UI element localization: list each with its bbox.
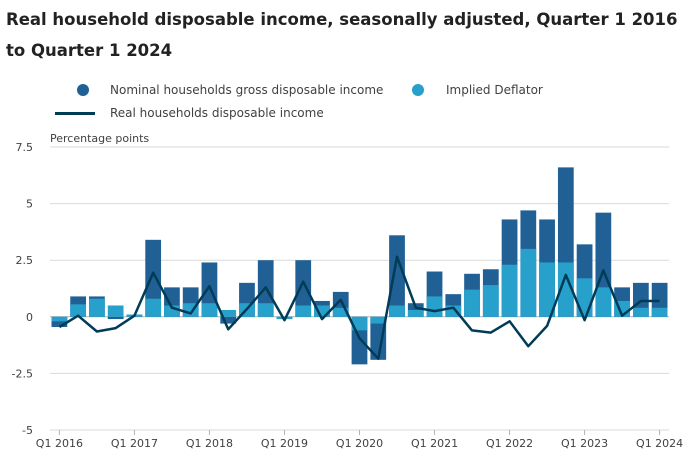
legend-real-swatch [55, 112, 95, 115]
bar-deflator [332, 307, 349, 317]
bar-deflator [314, 305, 330, 317]
x-tick-label: Q1 2023 [561, 437, 608, 450]
bar-deflator [145, 298, 162, 317]
line-real-income [58, 255, 660, 360]
y-tick-label: 2.5 [16, 254, 34, 267]
bar-deflator [632, 307, 649, 317]
legend-deflator-swatch [412, 84, 424, 96]
x-tick-label: Q1 2018 [186, 437, 233, 450]
bar-deflator [501, 264, 518, 317]
y-tick-label: 0 [26, 311, 33, 324]
bar-deflator [201, 303, 218, 317]
bar-deflator [295, 305, 312, 317]
bar-nominal [370, 316, 387, 360]
bar-deflator [464, 289, 480, 317]
bar-nominal [220, 316, 237, 324]
x-tick-label: Q1 2024 [636, 437, 683, 450]
bar-deflator [426, 296, 443, 317]
bar-deflator [651, 307, 668, 317]
bar-deflator [51, 316, 68, 322]
y-tick-label: 5 [26, 198, 33, 211]
bar-deflator [557, 262, 574, 317]
legend-deflator-label: Implied Deflator [446, 83, 543, 97]
bar-deflator [445, 305, 462, 317]
y-axis-unit-label: Percentage points [50, 132, 149, 145]
x-tick-label: Q1 2020 [336, 437, 383, 450]
bar-deflator [539, 262, 555, 317]
bar-deflator [407, 310, 424, 317]
chart-title: Real household disposable income, season… [6, 10, 678, 60]
x-tick-label: Q1 2022 [486, 437, 533, 450]
legend-nominal-label: Nominal households gross disposable inco… [110, 83, 384, 97]
bar-deflator [220, 310, 237, 317]
bar-deflator [595, 287, 612, 317]
bar-deflator [576, 278, 593, 317]
bar-nominal [295, 260, 312, 317]
bar-deflator [107, 305, 124, 317]
bar-deflator [70, 304, 87, 317]
legend-real-label: Real households disposable income [110, 106, 324, 120]
x-tick-label: Q1 2019 [261, 437, 308, 450]
bar-deflator [520, 248, 537, 317]
x-tick-label: Q1 2016 [36, 437, 83, 450]
bar-nominal [107, 316, 124, 320]
bar-deflator [351, 316, 368, 331]
bar-nominal [51, 316, 68, 327]
bar-nominal [145, 239, 162, 317]
x-tick-label: Q1 2017 [111, 437, 158, 450]
bar-deflator [257, 303, 274, 317]
bar-deflator [89, 298, 105, 317]
legend-nominal-swatch [77, 84, 89, 96]
bar-deflator [164, 305, 180, 317]
bar-deflator [389, 305, 405, 317]
y-tick-label: -2.5 [12, 367, 33, 380]
bar-deflator [370, 316, 387, 324]
x-tick-label: Q1 2021 [411, 437, 458, 450]
bar-deflator [482, 285, 499, 317]
y-tick-label: 7.5 [16, 141, 34, 154]
bar-nominal [389, 235, 405, 317]
y-tick-label: -5 [22, 424, 33, 437]
